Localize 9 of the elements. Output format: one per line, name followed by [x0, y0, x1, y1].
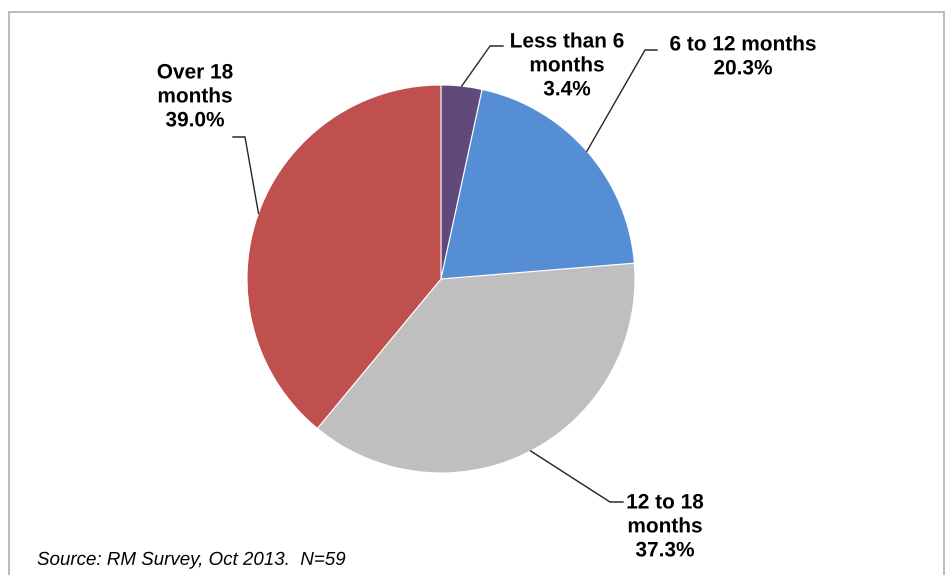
- source-note: Source: RM Survey, Oct 2013. N=59: [38, 552, 346, 569]
- data-label: 39.0%: [166, 112, 224, 127]
- slice-label: 6 to 12 months: [670, 35, 816, 51]
- slice-label: Less than 6 months: [511, 32, 624, 72]
- data-label: 3.4%: [544, 80, 590, 96]
- slice-label: 12 to 18 months: [628, 494, 704, 533]
- slice-label: Over 18 months: [158, 64, 233, 103]
- data-label: 37.3%: [636, 542, 694, 557]
- data-label: 20.3%: [714, 60, 772, 75]
